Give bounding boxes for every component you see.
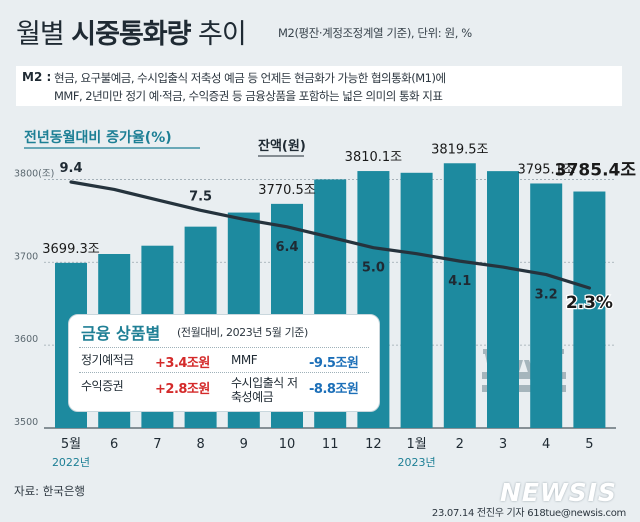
x-tick-label: 5월 [61, 437, 81, 452]
divider [79, 347, 369, 348]
growth-series-legend: 전년동월대비 증가율(%) [24, 129, 172, 146]
bar-label-9: 3819.5조 [431, 142, 488, 157]
credit-line: 23.07.14 전진우 기자 618tue@newsis.com [431, 508, 626, 519]
x-tick-label: 1월 [406, 437, 426, 452]
growth-label-3: 7.5 [189, 189, 212, 204]
product-value-deposits: +3.4조원 [155, 356, 210, 371]
bar-label-12: 3785.4조 [555, 161, 637, 181]
bar-9 [443, 163, 476, 428]
subtitle: M2(평잔·계정조정계열 기준), 단위: 원, % [278, 26, 472, 40]
financial-products-box: 금융 상품별 (전월대비, 2023년 5월 기준) 정기예적금 +3.4조원 … [68, 314, 380, 412]
definition-line-1: 현금, 요구불예금, 수시입출식 저축성 예금 등 언제든 현금화가 가능한 협… [54, 71, 446, 85]
balance-series-legend: 잔액(원) [258, 138, 306, 154]
page-title: 월별 시중통화량 추이 [16, 12, 247, 51]
title-prefix: 월별 [16, 19, 72, 50]
growth-label-9: 4.1 [448, 274, 471, 289]
year-label: 2023년 [398, 456, 436, 469]
label-layer: 5월 6 7 8 9 10 11 12 1월 2 3 4 5 2022년 2023년 9.4 7.5 6.4 5.0… [24, 129, 636, 469]
growth-label-5: 6.4 [275, 240, 298, 255]
growth-label-7: 5.0 [362, 261, 385, 276]
bar-12 [573, 191, 606, 428]
y-tick-label: 3600 [14, 334, 38, 345]
product-value-savings-deposits: -8.8조원 [309, 382, 359, 397]
y-tick-label: 3800(조) [14, 168, 54, 179]
divider [79, 372, 369, 373]
bar-10 [487, 171, 519, 428]
x-tick-label: 8 [196, 437, 204, 452]
source-note: 자료: 한국은행 [14, 484, 86, 498]
year-label: 2022년 [52, 456, 90, 469]
x-tick-label: 7 [153, 437, 161, 452]
product-name-savings-deposits: 수시입출식 저축성예금 [231, 376, 298, 404]
definition-line-2: MMF, 2년미만 정기 예·적금, 수익증권 등 금융상품을 포함하는 넓은 … [54, 89, 443, 103]
financial-box-title: 금융 상품별 [81, 324, 161, 343]
growth-label-11: 3.2 [535, 288, 558, 303]
x-tick-label: 5 [585, 437, 593, 452]
bar-11 [530, 183, 563, 428]
title-bold: 시중통화량 [71, 19, 191, 50]
title-suffix: 추이 [190, 19, 247, 50]
bar-label-5: 3770.5조 [258, 183, 315, 198]
bar-label-7: 3810.1조 [345, 150, 402, 165]
x-tick-label: 11 [322, 437, 339, 452]
financial-box-note: (전월대비, 2023년 5월 기준) [177, 326, 308, 339]
bar-label-0: 3699.3조 [42, 242, 99, 257]
newsis-watermark: NEWSIS [500, 478, 617, 507]
x-tick-label: 4 [542, 437, 550, 452]
m2-definition-box: M2 : 현금, 요구불예금, 수시입출식 저축성 예금 등 언제든 현금화가 … [16, 66, 622, 106]
bar-8 [400, 172, 433, 428]
definition-label: M2 : [22, 70, 52, 84]
x-tick-label: 2 [456, 437, 464, 452]
x-tick-label: 12 [365, 437, 382, 452]
product-name-beneficiary-certificates: 수익증권 [81, 379, 124, 393]
x-tick-label: 9 [240, 437, 248, 452]
product-name-deposits: 정기예적금 [81, 353, 134, 367]
y-tick-label: 3700 [14, 251, 38, 262]
x-tick-label: 6 [110, 437, 118, 452]
growth-label-12: 2.3% [566, 293, 613, 313]
growth-label-0: 9.4 [59, 161, 82, 176]
product-value-beneficiary-certificates: +2.8조원 [155, 382, 210, 397]
x-tick-label: 10 [279, 437, 296, 452]
y-tick-label: 3500 [14, 417, 38, 428]
x-tick-label: 3 [499, 437, 507, 452]
product-value-mmf: -9.5조원 [309, 356, 359, 371]
product-name-mmf: MMF [231, 353, 258, 367]
bar-label-11: 3795.1조 [517, 162, 574, 177]
line-layer [69, 180, 591, 290]
